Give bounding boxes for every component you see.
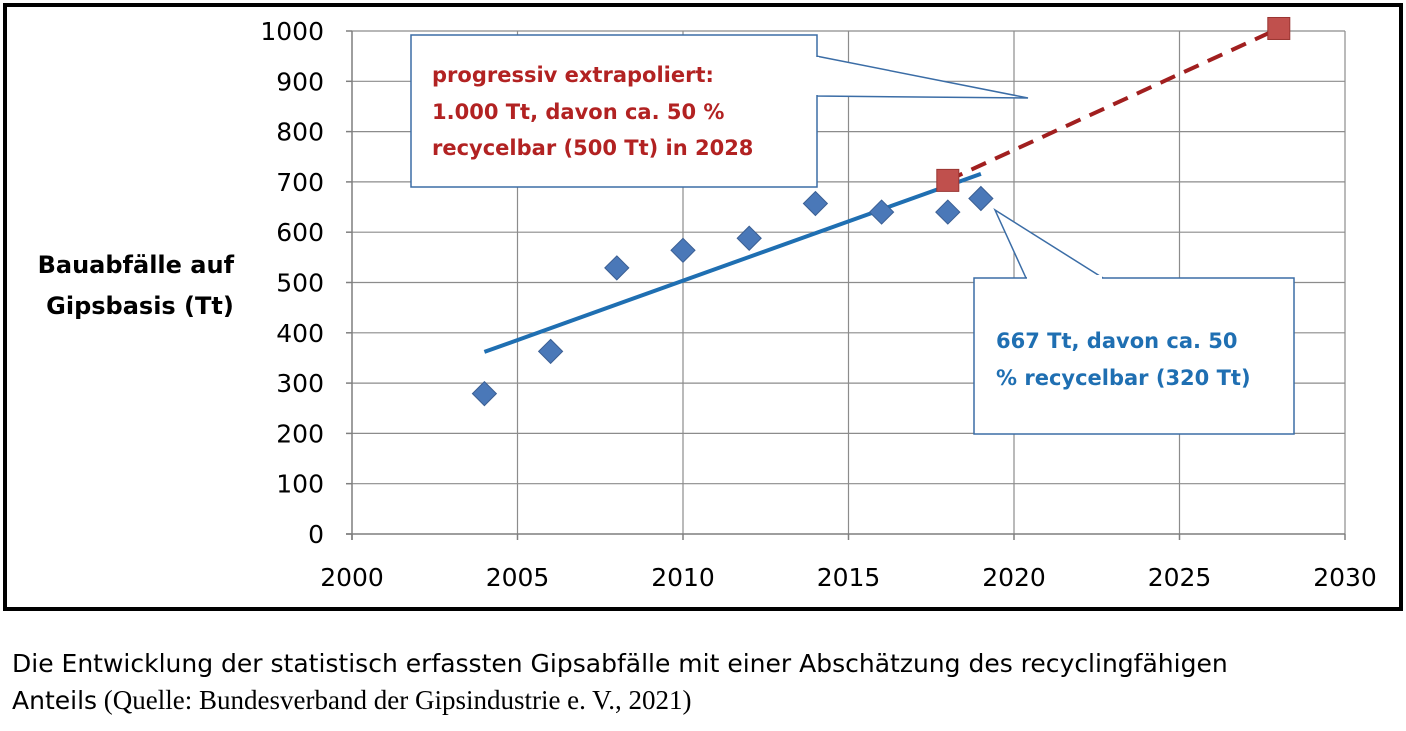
callout-2019-box (973, 277, 1295, 435)
y-axis-label: Bauabfälle auf Gipsbasis (Tt) (38, 251, 243, 320)
callout-2019: 667 Tt, davon ca. 50 % recycelbar (320 T… (973, 208, 1295, 435)
tick-labels: 0 100 200 300 400 500 600 700 800 900 1000 2000 2005… (260, 17, 1376, 592)
callout-2019-line-2: % recycelbar (320 Tt) (996, 366, 1251, 390)
highlight-point-2018 (936, 168, 960, 192)
chart: 0 100 200 300 400 500 600 700 800 900 1000 2000 2005… (38, 16, 1377, 592)
callout-extrapolation: progressiv extrapoliert: 1.000 Tt, davon… (410, 34, 1029, 188)
data-point-2014 (802, 190, 829, 217)
callout-extrapolation-box (410, 34, 818, 188)
data-point-2016 (868, 199, 895, 225)
callout-2019-text: 667 Tt, davon ca. 50 % recycelbar (320 T… (996, 329, 1251, 390)
callout-extrapolation-line-2: 1.000 Tt, davon ca. 50 % (432, 100, 724, 124)
x-tick-label-2005: 2005 (486, 563, 550, 592)
data-point-2019 (968, 185, 994, 212)
trend-line (483, 171, 982, 354)
axes (346, 30, 1346, 540)
callout-extrapolation-text: progressiv extrapoliert: 1.000 Tt, davon… (432, 63, 753, 160)
series (471, 16, 1291, 407)
caption-line-2: Anteils (Quelle: Bundesverband der Gipsi… (12, 682, 1392, 720)
y-tick-label-500: 500 (276, 269, 324, 298)
callout-extrapolation-pointer (815, 55, 1029, 99)
caption-source: (Quelle: Bundesverband der Gipsindustrie… (97, 685, 692, 715)
x-tick-label-2030: 2030 (1313, 563, 1377, 592)
y-tick-label-200: 200 (276, 419, 324, 448)
callout-extrapolation-seam (814, 57, 819, 95)
data-point-2008 (604, 255, 630, 281)
highlight-point-2028 (1267, 16, 1291, 40)
x-tick-label-2015: 2015 (817, 563, 881, 592)
callout-2019-line-1: 667 Tt, davon ca. 50 (996, 329, 1238, 353)
data-point-2018 (935, 199, 961, 225)
x-tick-label-2020: 2020 (982, 563, 1046, 592)
figure-caption: Die Entwicklung der statistisch erfasste… (12, 645, 1392, 720)
x-tick-label-2000: 2000 (320, 563, 384, 592)
extrapolation-line (946, 26, 1280, 183)
y-tick-label-100: 100 (276, 470, 324, 499)
caption-line-2-start: Anteils (12, 686, 98, 715)
y-axis-label-line-2: Gipsbasis (Tt) (46, 292, 234, 320)
y-tick-label-1000: 1000 (260, 17, 324, 46)
chart-frame (3, 3, 1403, 611)
callout-2019-pointer (993, 208, 1106, 279)
y-tick-label-600: 600 (276, 218, 324, 247)
y-axis-label-line-1: Bauabfälle auf (38, 251, 235, 279)
callout-extrapolation-line-1: progressiv extrapoliert: (432, 63, 714, 87)
data-point-2004 (471, 380, 498, 407)
data-point-2006 (537, 338, 564, 365)
callout-2019-seam (1027, 275, 1102, 280)
y-tick-label-400: 400 (276, 319, 324, 348)
y-tick-label-0: 0 (308, 520, 324, 549)
x-tick-label-2025: 2025 (1148, 563, 1212, 592)
y-tick-label-300: 300 (276, 369, 324, 398)
y-tick-label-900: 900 (276, 67, 324, 96)
callout-extrapolation-line-3: recycelbar (500 Tt) in 2028 (432, 136, 753, 160)
x-tick-label-2010: 2010 (651, 563, 715, 592)
caption-line-1: Die Entwicklung der statistisch erfasste… (12, 649, 1228, 678)
data-point-2012 (736, 225, 762, 251)
data-point-2010 (670, 237, 696, 264)
y-tick-label-800: 800 (276, 118, 324, 147)
y-tick-label-700: 700 (276, 168, 324, 197)
